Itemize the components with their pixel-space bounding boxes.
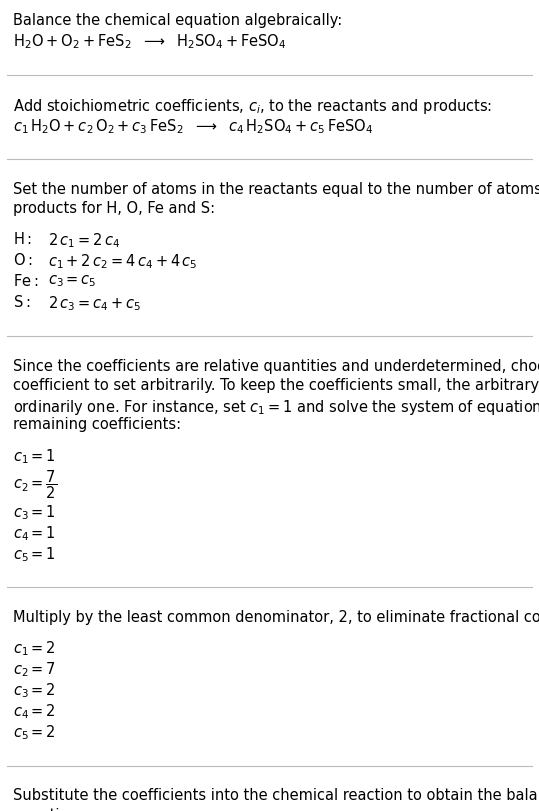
Text: Add stoichiometric coefficients, $c_i$, to the reactants and products:: Add stoichiometric coefficients, $c_i$, … [13,97,492,116]
Text: $\mathrm{H_2O + O_2 + FeS_2}$  $\longrightarrow$  $\mathrm{H_2SO_4 + FeSO_4}$: $\mathrm{H_2O + O_2 + FeS_2}$ $\longrigh… [13,32,287,51]
Text: $\mathrm{O{:}}$: $\mathrm{O{:}}$ [13,251,33,268]
Text: $c_2 = 7$: $c_2 = 7$ [13,659,56,678]
Text: $\mathrm{S{:}}$: $\mathrm{S{:}}$ [13,294,30,310]
Text: coefficient to set arbitrarily. To keep the coefficients small, the arbitrary va: coefficient to set arbitrarily. To keep … [13,378,539,393]
Text: Multiply by the least common denominator, 2, to eliminate fractional coefficient: Multiply by the least common denominator… [13,609,539,624]
Text: $c_5 = 1$: $c_5 = 1$ [13,544,56,563]
Text: $c_4 = 1$: $c_4 = 1$ [13,523,56,542]
Text: $c_4 = 2$: $c_4 = 2$ [13,702,56,720]
Text: $c_3 = c_5$: $c_3 = c_5$ [48,272,96,289]
Text: $c_1 + 2\,c_2 = 4\,c_4 + 4\,c_5$: $c_1 + 2\,c_2 = 4\,c_4 + 4\,c_5$ [48,251,198,270]
Text: Since the coefficients are relative quantities and underdetermined, choose a: Since the coefficients are relative quan… [13,358,539,374]
Text: $c_1\,\mathrm{H_2O} + c_2\,\mathrm{O_2} + c_3\,\mathrm{FeS_2}$  $\longrightarrow: $c_1\,\mathrm{H_2O} + c_2\,\mathrm{O_2} … [13,117,374,135]
Text: $2\,c_1 = 2\,c_4$: $2\,c_1 = 2\,c_4$ [48,230,120,250]
Text: Substitute the coefficients into the chemical reaction to obtain the balanced: Substitute the coefficients into the che… [13,787,539,803]
Text: ordinarily one. For instance, set $c_1 = 1$ and solve the system of equations fo: ordinarily one. For instance, set $c_1 =… [13,397,539,417]
Text: $2\,c_3 = c_4 + c_5$: $2\,c_3 = c_4 + c_5$ [48,294,141,312]
Text: products for H, O, Fe and S:: products for H, O, Fe and S: [13,201,215,217]
Text: $c_1 = 2$: $c_1 = 2$ [13,639,56,658]
Text: $c_3 = 1$: $c_3 = 1$ [13,502,56,521]
Text: $c_2 = \dfrac{7}{2}$: $c_2 = \dfrac{7}{2}$ [13,467,57,500]
Text: remaining coefficients:: remaining coefficients: [13,417,181,432]
Text: $c_1 = 1$: $c_1 = 1$ [13,446,56,466]
Text: Set the number of atoms in the reactants equal to the number of atoms in the: Set the number of atoms in the reactants… [13,182,539,197]
Text: $\mathrm{Fe{:}}$: $\mathrm{Fe{:}}$ [13,272,38,289]
Text: $c_3 = 2$: $c_3 = 2$ [13,680,56,699]
Text: Balance the chemical equation algebraically:: Balance the chemical equation algebraica… [13,13,342,28]
Text: equation:: equation: [13,807,83,811]
Text: $\mathrm{H{:}}$: $\mathrm{H{:}}$ [13,230,32,247]
Text: $c_5 = 2$: $c_5 = 2$ [13,723,56,741]
